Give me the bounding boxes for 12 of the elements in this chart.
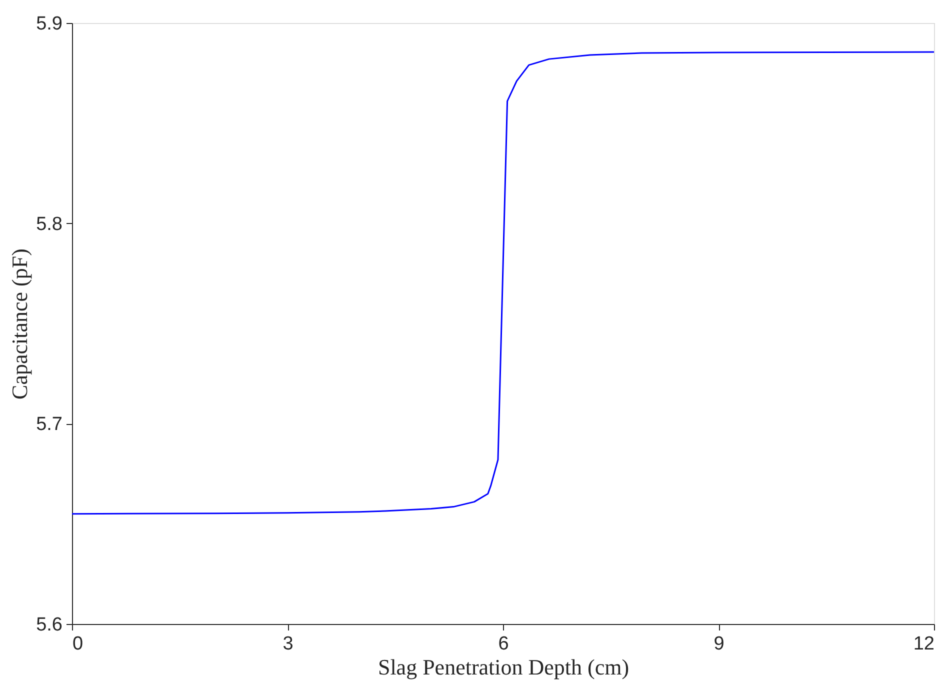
y-tick-label: 5.6 xyxy=(36,614,62,636)
y-tick-label: 5.9 xyxy=(36,14,62,34)
x-tick-label: 3 xyxy=(282,634,294,654)
y-tick-label: 5.7 xyxy=(36,414,62,436)
line-series xyxy=(71,51,935,515)
x-tick-label: 6 xyxy=(498,634,509,654)
y-axis-title: Capacitance (pF) xyxy=(7,248,32,400)
y-tick-label: 5.8 xyxy=(36,214,62,235)
x-tick-label: 9 xyxy=(714,634,724,654)
x-tick-label: 12 xyxy=(913,634,934,654)
x-tick-label: 0 xyxy=(72,634,84,654)
x-axis-title: Slag Penetration Depth (cm) xyxy=(378,654,630,680)
